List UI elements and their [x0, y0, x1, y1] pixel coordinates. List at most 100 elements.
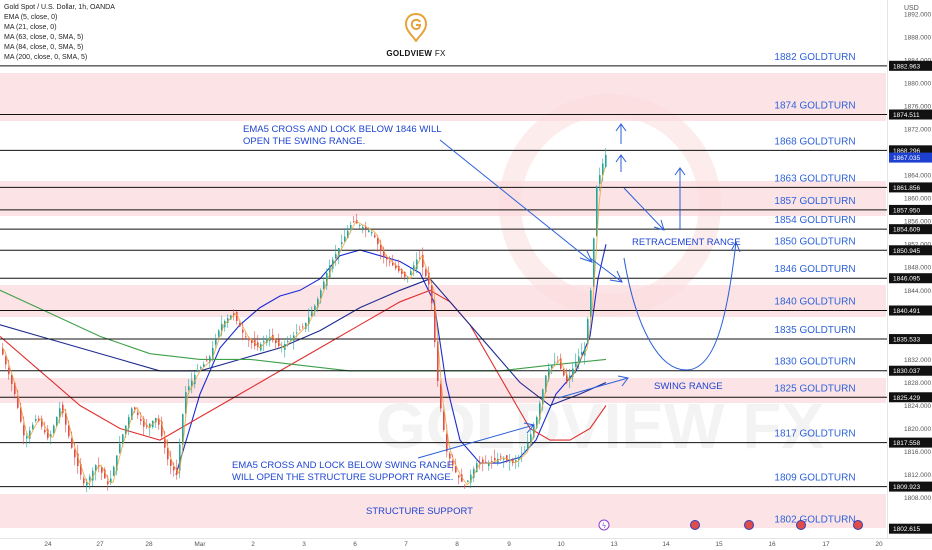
candle-body	[383, 249, 385, 257]
candle-body	[377, 237, 379, 245]
candle-body	[71, 438, 73, 448]
time-tick-label: 9	[507, 541, 511, 548]
time-tick-label: 24	[44, 541, 52, 548]
candle-body	[62, 404, 64, 414]
level-price-tag-text: 1835.533	[893, 337, 920, 344]
candle-body	[305, 322, 307, 329]
candle-body	[218, 330, 220, 337]
candle-body	[380, 244, 382, 252]
us-flag-icon[interactable]	[744, 520, 754, 530]
candle-body	[47, 429, 49, 439]
candle-body	[413, 265, 415, 272]
candle-body	[527, 442, 529, 450]
zone-1846-1840	[0, 285, 886, 317]
candlesticks	[1, 148, 607, 492]
candle-body	[266, 338, 268, 343]
candle-body	[452, 460, 454, 466]
moving-average-line	[0, 289, 607, 441]
us-flag-icon[interactable]	[853, 520, 863, 530]
annotation-ema-cross-top-line2: OPEN THE SWING RANGE.	[243, 136, 365, 147]
candle-body	[446, 433, 448, 452]
us-flag-icon[interactable]	[796, 520, 806, 530]
candle-body	[53, 425, 55, 434]
candle-body	[233, 313, 235, 316]
arrow-up-1868-head	[615, 154, 627, 163]
candle-body	[467, 480, 469, 483]
level-label: 1874 GOLDTURN	[774, 101, 855, 112]
lightning-event-icon[interactable]	[598, 519, 610, 531]
price-tick-label: 1892.000	[904, 11, 931, 18]
candle-body	[311, 311, 313, 317]
candle-body	[602, 163, 604, 176]
annotation-arrows	[417, 123, 741, 459]
candle-body	[149, 423, 151, 428]
candle-body	[434, 305, 436, 343]
candle-body	[92, 470, 94, 481]
indicator-legend: Gold Spot / U.S. Dollar, 1h, OANDA EMA (…	[4, 3, 115, 63]
indicator-ema5[interactable]: EMA (5, close, 0)	[4, 14, 58, 21]
candle-body	[587, 319, 589, 344]
candle-body	[320, 290, 322, 299]
level-price-tag	[889, 305, 932, 316]
candle-body	[530, 434, 532, 444]
candle-body	[494, 457, 496, 461]
annotation-texts: EMA5 CROSS AND LOCK BELOW 1846 WILL OPEN…	[232, 124, 741, 517]
indicator-ma63[interactable]: MA (63, close, 0, SMA, 5)	[4, 34, 84, 41]
candle-body	[443, 411, 445, 430]
zone-1882-1874	[0, 73, 886, 121]
candle-body	[281, 346, 283, 348]
time-axis[interactable]: 24 27 28 Mar 2 3 6 7 8 9 10 13 14 15 16 17 20	[0, 538, 932, 549]
candle-body	[197, 369, 199, 371]
arrow-swing-range-head	[617, 375, 629, 387]
price-tick-label: 1856.000	[904, 219, 931, 226]
candle-body	[236, 312, 238, 322]
indicator-ma200[interactable]: MA (200, close, 0, SMA, 5)	[4, 54, 88, 61]
candle-body	[464, 485, 466, 487]
candle-body	[11, 374, 13, 385]
arrow-down-retracement	[623, 187, 665, 231]
candle-body	[569, 375, 571, 381]
candle-body	[533, 425, 535, 438]
level-price-tag	[889, 182, 932, 193]
candle-body	[194, 374, 196, 385]
candle-body	[563, 368, 565, 376]
candle-body	[209, 356, 211, 363]
candle-body	[125, 425, 127, 435]
symbol-title[interactable]: Gold Spot / U.S. Dollar, 1h, OANDA	[4, 4, 115, 11]
candle-body	[86, 482, 88, 486]
level-price-tag-text: 1830.037	[893, 368, 920, 375]
time-tick-label: 10	[557, 541, 565, 548]
currency-label: USD	[904, 5, 919, 12]
time-tick-label: 6	[353, 541, 357, 548]
us-flag-icon[interactable]	[690, 520, 700, 530]
candle-body	[374, 235, 376, 238]
price-tick-label: 1808.000	[904, 495, 931, 502]
candle-body	[599, 175, 601, 184]
candle-body	[347, 230, 349, 239]
level-label: 1882 GOLDTURN	[774, 52, 855, 63]
level-label: 1840 GOLDTURN	[774, 296, 855, 307]
candle-body	[332, 259, 334, 269]
candle-body	[140, 419, 142, 421]
candle-body	[119, 443, 121, 453]
level-label: 1835 GOLDTURN	[774, 325, 855, 336]
candle-body	[32, 424, 34, 430]
level-label: 1868 GOLDTURN	[774, 136, 855, 147]
candle-body	[179, 444, 181, 471]
level-price-tag-text: 1846.095	[893, 276, 920, 283]
indicator-ma84[interactable]: MA (84, close, 0, SMA, 5)	[4, 44, 84, 51]
indicator-ma21[interactable]: MA (21, close, 0)	[4, 24, 57, 31]
candle-body	[407, 276, 409, 279]
current-price-tag	[889, 152, 932, 163]
candle-body	[341, 242, 343, 245]
candle-body	[518, 457, 520, 460]
price-tick-label: 1844.000	[904, 288, 931, 295]
candle-body	[506, 455, 508, 461]
candle-body	[593, 238, 595, 287]
candle-body	[473, 468, 475, 478]
price-axis[interactable]: USD 1892.0001888.0001884.0001880.0001876…	[887, 0, 932, 550]
event-markers: ϟ	[598, 519, 863, 531]
candle-body	[323, 281, 325, 289]
candle-body	[191, 380, 193, 387]
